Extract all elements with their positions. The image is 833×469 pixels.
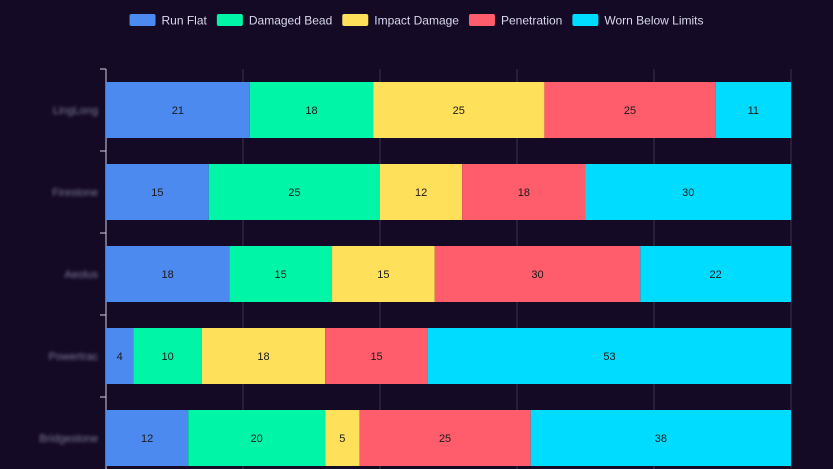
bar-value-label: 10 bbox=[162, 351, 174, 363]
bar-value-label: 15 bbox=[377, 269, 389, 281]
bar-value-label: 30 bbox=[682, 187, 694, 199]
bar-value-label: 18 bbox=[305, 105, 317, 117]
bar-firestone-worn-below-limits[interactable] bbox=[585, 164, 792, 220]
legend-item-worn-below-limits[interactable]: Worn Below Limits bbox=[572, 14, 703, 28]
bar-value-label: 15 bbox=[370, 351, 382, 363]
legend-swatch bbox=[468, 14, 495, 26]
bar-aeolus-worn-below-limits[interactable] bbox=[640, 246, 791, 302]
legend-swatch bbox=[216, 14, 243, 26]
legend-item-run-flat[interactable]: Run Flat bbox=[129, 14, 208, 28]
y-tick-label-bridgestone: Bridgestone bbox=[39, 433, 98, 445]
bar-linglong-run-flat[interactable] bbox=[106, 82, 250, 138]
bar-value-label: 15 bbox=[151, 187, 163, 199]
bar-value-label: 22 bbox=[710, 269, 722, 281]
legend-label: Worn Below Limits bbox=[604, 14, 703, 28]
bar-value-label: 20 bbox=[251, 433, 263, 445]
legend: Run Flat Damaged Bead Impact Damage Penetra… bbox=[129, 14, 703, 28]
legend-label: Run Flat bbox=[162, 14, 208, 28]
bar-value-label: 18 bbox=[257, 351, 269, 363]
legend-item-penetration[interactable]: Penetration bbox=[468, 14, 562, 28]
bar-aeolus-penetration[interactable] bbox=[434, 246, 641, 302]
bar-value-label: 5 bbox=[339, 433, 345, 445]
bar-aeolus-run-flat[interactable] bbox=[106, 246, 230, 302]
bar-firestone-penetration[interactable] bbox=[462, 164, 586, 220]
legend-swatch bbox=[572, 14, 599, 26]
legend-item-impact-damage[interactable]: Impact Damage bbox=[342, 14, 459, 28]
y-tick-label-firestone: Firestone bbox=[52, 187, 98, 199]
y-tick-label-powertrac: Powertrac bbox=[48, 351, 98, 363]
bar-bridgestone-penetration[interactable] bbox=[359, 410, 531, 466]
bar-value-label: 11 bbox=[748, 105, 759, 117]
bar-value-label: 18 bbox=[518, 187, 530, 199]
legend-swatch bbox=[342, 14, 369, 26]
bars: 21 18 25 25 11 15 25 12 18 30 18 15 15 30 22 4 10 18 15 53 1… bbox=[106, 82, 791, 466]
legend-swatch bbox=[129, 14, 156, 26]
bar-value-label: 38 bbox=[655, 433, 667, 445]
legend-item-damaged-bead[interactable]: Damaged Bead bbox=[216, 14, 332, 28]
bar-firestone-impact-damage[interactable] bbox=[380, 164, 463, 220]
y-axis-labels: LingLong Firestone Aeolus Powertrac Bridgest… bbox=[39, 105, 98, 445]
legend-label: Damaged Bead bbox=[249, 14, 332, 28]
bar-value-label: 15 bbox=[275, 269, 287, 281]
bar-powertrac-damaged-bead[interactable] bbox=[133, 328, 202, 384]
bar-linglong-worn-below-limits[interactable] bbox=[715, 82, 791, 138]
bar-value-label: 30 bbox=[531, 269, 543, 281]
y-tick-label-linglong: LingLong bbox=[53, 105, 98, 117]
bar-value-label: 12 bbox=[141, 433, 153, 445]
bar-value-label: 18 bbox=[162, 269, 174, 281]
bar-powertrac-worn-below-limits[interactable] bbox=[427, 328, 791, 384]
bar-aeolus-impact-damage[interactable] bbox=[332, 246, 435, 302]
bar-bridgestone-run-flat[interactable] bbox=[106, 410, 189, 466]
bar-powertrac-penetration[interactable] bbox=[325, 328, 428, 384]
legend-label: Impact Damage bbox=[374, 14, 459, 28]
bar-linglong-damaged-bead[interactable] bbox=[249, 82, 374, 138]
bar-bridgestone-damaged-bead[interactable] bbox=[188, 410, 326, 466]
bar-firestone-damaged-bead[interactable] bbox=[208, 164, 380, 220]
bar-value-label: 21 bbox=[172, 105, 184, 117]
bar-linglong-penetration[interactable] bbox=[544, 82, 716, 138]
bar-linglong-impact-damage[interactable] bbox=[373, 82, 545, 138]
bar-value-label: 25 bbox=[288, 187, 300, 199]
bar-value-label: 12 bbox=[415, 187, 427, 199]
bar-aeolus-damaged-bead[interactable] bbox=[229, 246, 333, 302]
bar-bridgestone-worn-below-limits[interactable] bbox=[530, 410, 791, 466]
bar-powertrac-impact-damage[interactable] bbox=[201, 328, 326, 384]
bar-firestone-run-flat[interactable] bbox=[106, 164, 209, 220]
bar-value-label: 25 bbox=[439, 433, 451, 445]
bar-value-label: 25 bbox=[624, 105, 636, 117]
bar-powertrac-run-flat[interactable] bbox=[106, 328, 134, 384]
y-tick-label-aeolus: Aeolus bbox=[64, 269, 98, 281]
bar-bridgestone-impact-damage[interactable] bbox=[325, 410, 360, 466]
legend-label: Penetration bbox=[501, 14, 562, 28]
bar-value-label: 25 bbox=[453, 105, 465, 117]
bar-value-label: 4 bbox=[117, 351, 123, 363]
bar-value-label: 53 bbox=[603, 351, 615, 363]
